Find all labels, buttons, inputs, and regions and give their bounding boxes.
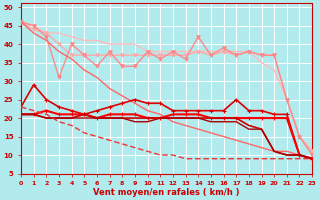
- X-axis label: Vent moyen/en rafales ( km/h ): Vent moyen/en rafales ( km/h ): [93, 188, 240, 197]
